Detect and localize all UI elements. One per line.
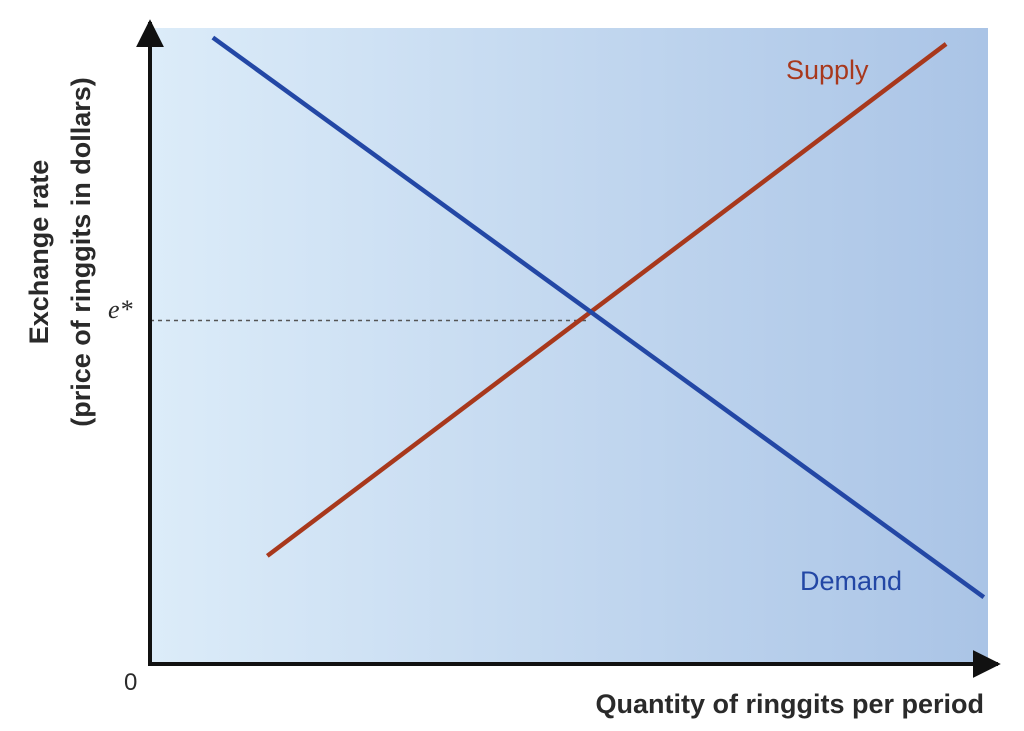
plot-background [150,28,988,664]
y-axis-title: Exchange rate (price of ringgits in doll… [24,77,96,427]
supply-line [265,42,948,558]
y-axis-title-line-2: (price of ringgits in dollars) [66,77,96,427]
demand-label: Demand [800,566,902,596]
origin-label: 0 [124,669,137,696]
y-axis-title-line-1: Exchange rate [24,160,54,345]
x-axis-title: Quantity of ringgits per period [595,689,984,719]
equilibrium-rate-label: e* [108,295,133,324]
demand-line [211,35,986,600]
supply-label: Supply [786,55,869,85]
